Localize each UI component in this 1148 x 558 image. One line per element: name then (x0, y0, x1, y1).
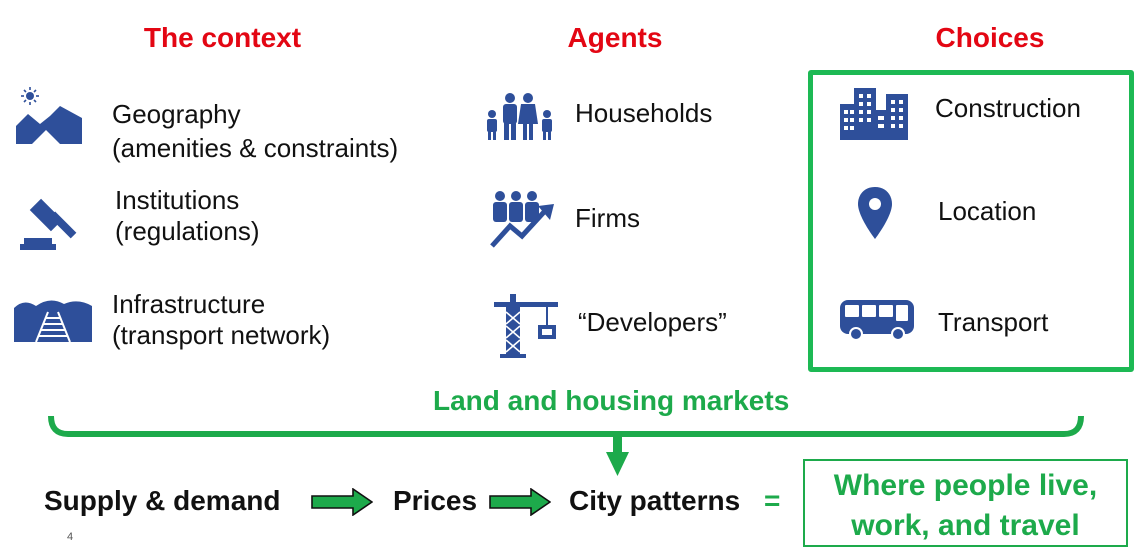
page-number: 4 (67, 531, 74, 543)
choices-box (808, 70, 1134, 372)
developers-label: “Developers” (578, 307, 727, 337)
buildings-icon (840, 88, 910, 140)
firms-label: Firms (575, 203, 640, 233)
header-choices: Choices (935, 22, 1045, 53)
family-icon (484, 92, 556, 142)
households-label: Households (575, 98, 713, 128)
header-context: The context (143, 22, 302, 53)
header-agents: Agents (567, 22, 663, 53)
construction-label: Construction (935, 93, 1081, 123)
city-patterns-label: City patterns (569, 485, 741, 516)
prices-label: Prices (393, 485, 478, 516)
infrastructure-title: Infrastructure (112, 289, 266, 319)
markets-bracket (44, 412, 1088, 478)
institutions-subtitle: (regulations) (115, 216, 260, 246)
result-box: Where people live, work, and travel (803, 459, 1128, 547)
infrastructure-label: Infrastructure (transport network) (112, 289, 330, 351)
bus-icon (840, 298, 916, 342)
institutions-title: Institutions (115, 185, 240, 215)
arrow-right-icon (489, 488, 551, 516)
geography-subtitle: (amenities & constraints) (112, 133, 399, 163)
arrow-right-icon (311, 488, 373, 516)
supply-demand-label: Supply & demand (44, 485, 281, 516)
gavel-icon (18, 194, 84, 254)
crane-icon (494, 292, 560, 358)
geography-label: Geography (amenities & constraints) (112, 99, 398, 164)
mountain-sun-icon (16, 86, 84, 146)
transport-label: Transport (938, 307, 1049, 337)
location-label: Location (938, 196, 1037, 226)
result-line-2: work, and travel (851, 509, 1080, 542)
infrastructure-subtitle: (transport network) (112, 320, 331, 350)
result-line-1: Where people live, (833, 469, 1098, 502)
railway-icon (14, 296, 92, 344)
location-pin-icon (856, 185, 894, 241)
geography-title: Geography (112, 99, 241, 129)
equals-sign: = (764, 485, 781, 516)
institutions-label: Institutions (regulations) (115, 185, 260, 247)
business-growth-icon (488, 190, 556, 250)
markets-label: Land and housing markets (433, 385, 790, 416)
